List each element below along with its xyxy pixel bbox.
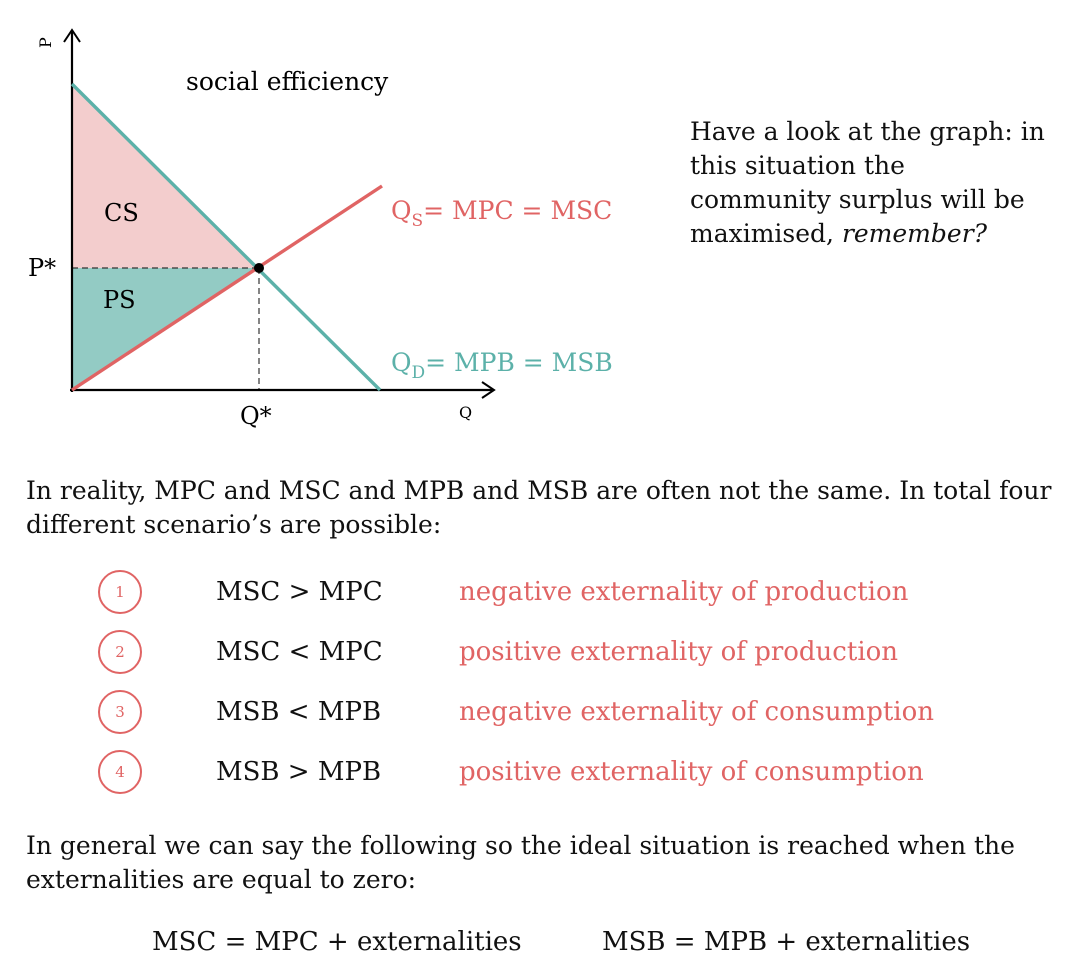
- list-item: 1 MSC > MPC negative externality of prod…: [0, 570, 1082, 614]
- y-axis-arrow-icon: [63, 28, 81, 43]
- y-axis-label: P: [36, 37, 55, 48]
- scenario-relation: MSB < MPB: [216, 697, 382, 727]
- list-item: 4 MSB > MPB positive externality of cons…: [0, 750, 1082, 794]
- number-badge: 4: [98, 750, 142, 794]
- scenario-relation: MSB > MPB: [216, 757, 382, 787]
- demand-curve: [70, 82, 382, 392]
- side-note: Have a look at the graph: in this situat…: [690, 115, 1050, 251]
- equilibrium-point: [254, 263, 264, 273]
- quantity-label: Q*: [240, 402, 272, 430]
- list-item: 3 MSB < MPB negative externality of cons…: [0, 690, 1082, 734]
- social-benefit-formula: MSB = MPB + externalities: [602, 927, 971, 957]
- scenario-description: negative externality of consumption: [459, 697, 935, 727]
- x-axis-arrow-icon: [481, 381, 496, 399]
- general-paragraph: In general we can say the following so t…: [26, 831, 1015, 894]
- list-item: 2 MSC < MPC positive externality of prod…: [0, 630, 1082, 674]
- side-note-emphasis: remember?: [841, 219, 988, 248]
- social-efficiency-graph: P Q social efficiency P* Q* CS PS QS= MP…: [28, 28, 613, 430]
- demand-curve-label: QD= MPB = MSB: [391, 348, 613, 383]
- x-axis-label: Q: [459, 403, 472, 422]
- social-cost-formula: MSC = MPC + externalities: [152, 927, 522, 957]
- ps-label: PS: [103, 286, 136, 314]
- price-label: P*: [28, 254, 56, 282]
- supply-curve-label: QS= MPC = MSC: [391, 196, 612, 231]
- number-badge: 1: [98, 570, 142, 614]
- scenario-description: positive externality of production: [459, 637, 899, 667]
- supply-curve: [71, 184, 383, 392]
- scenario-description: positive externality of consumption: [459, 757, 924, 787]
- number-badge: 2: [98, 630, 142, 674]
- scenario-relation: MSC > MPC: [216, 577, 383, 607]
- cs-label: CS: [104, 199, 139, 227]
- graph-title: social efficiency: [186, 67, 389, 96]
- number-badge: 3: [98, 690, 142, 734]
- scenario-description: negative externality of production: [459, 577, 909, 607]
- scenario-relation: MSC < MPC: [216, 637, 383, 667]
- intro-paragraph: In reality, MPC and MSC and MPB and MSB …: [26, 476, 1052, 539]
- side-note-text: Have a look at the graph: in this situat…: [690, 117, 1045, 248]
